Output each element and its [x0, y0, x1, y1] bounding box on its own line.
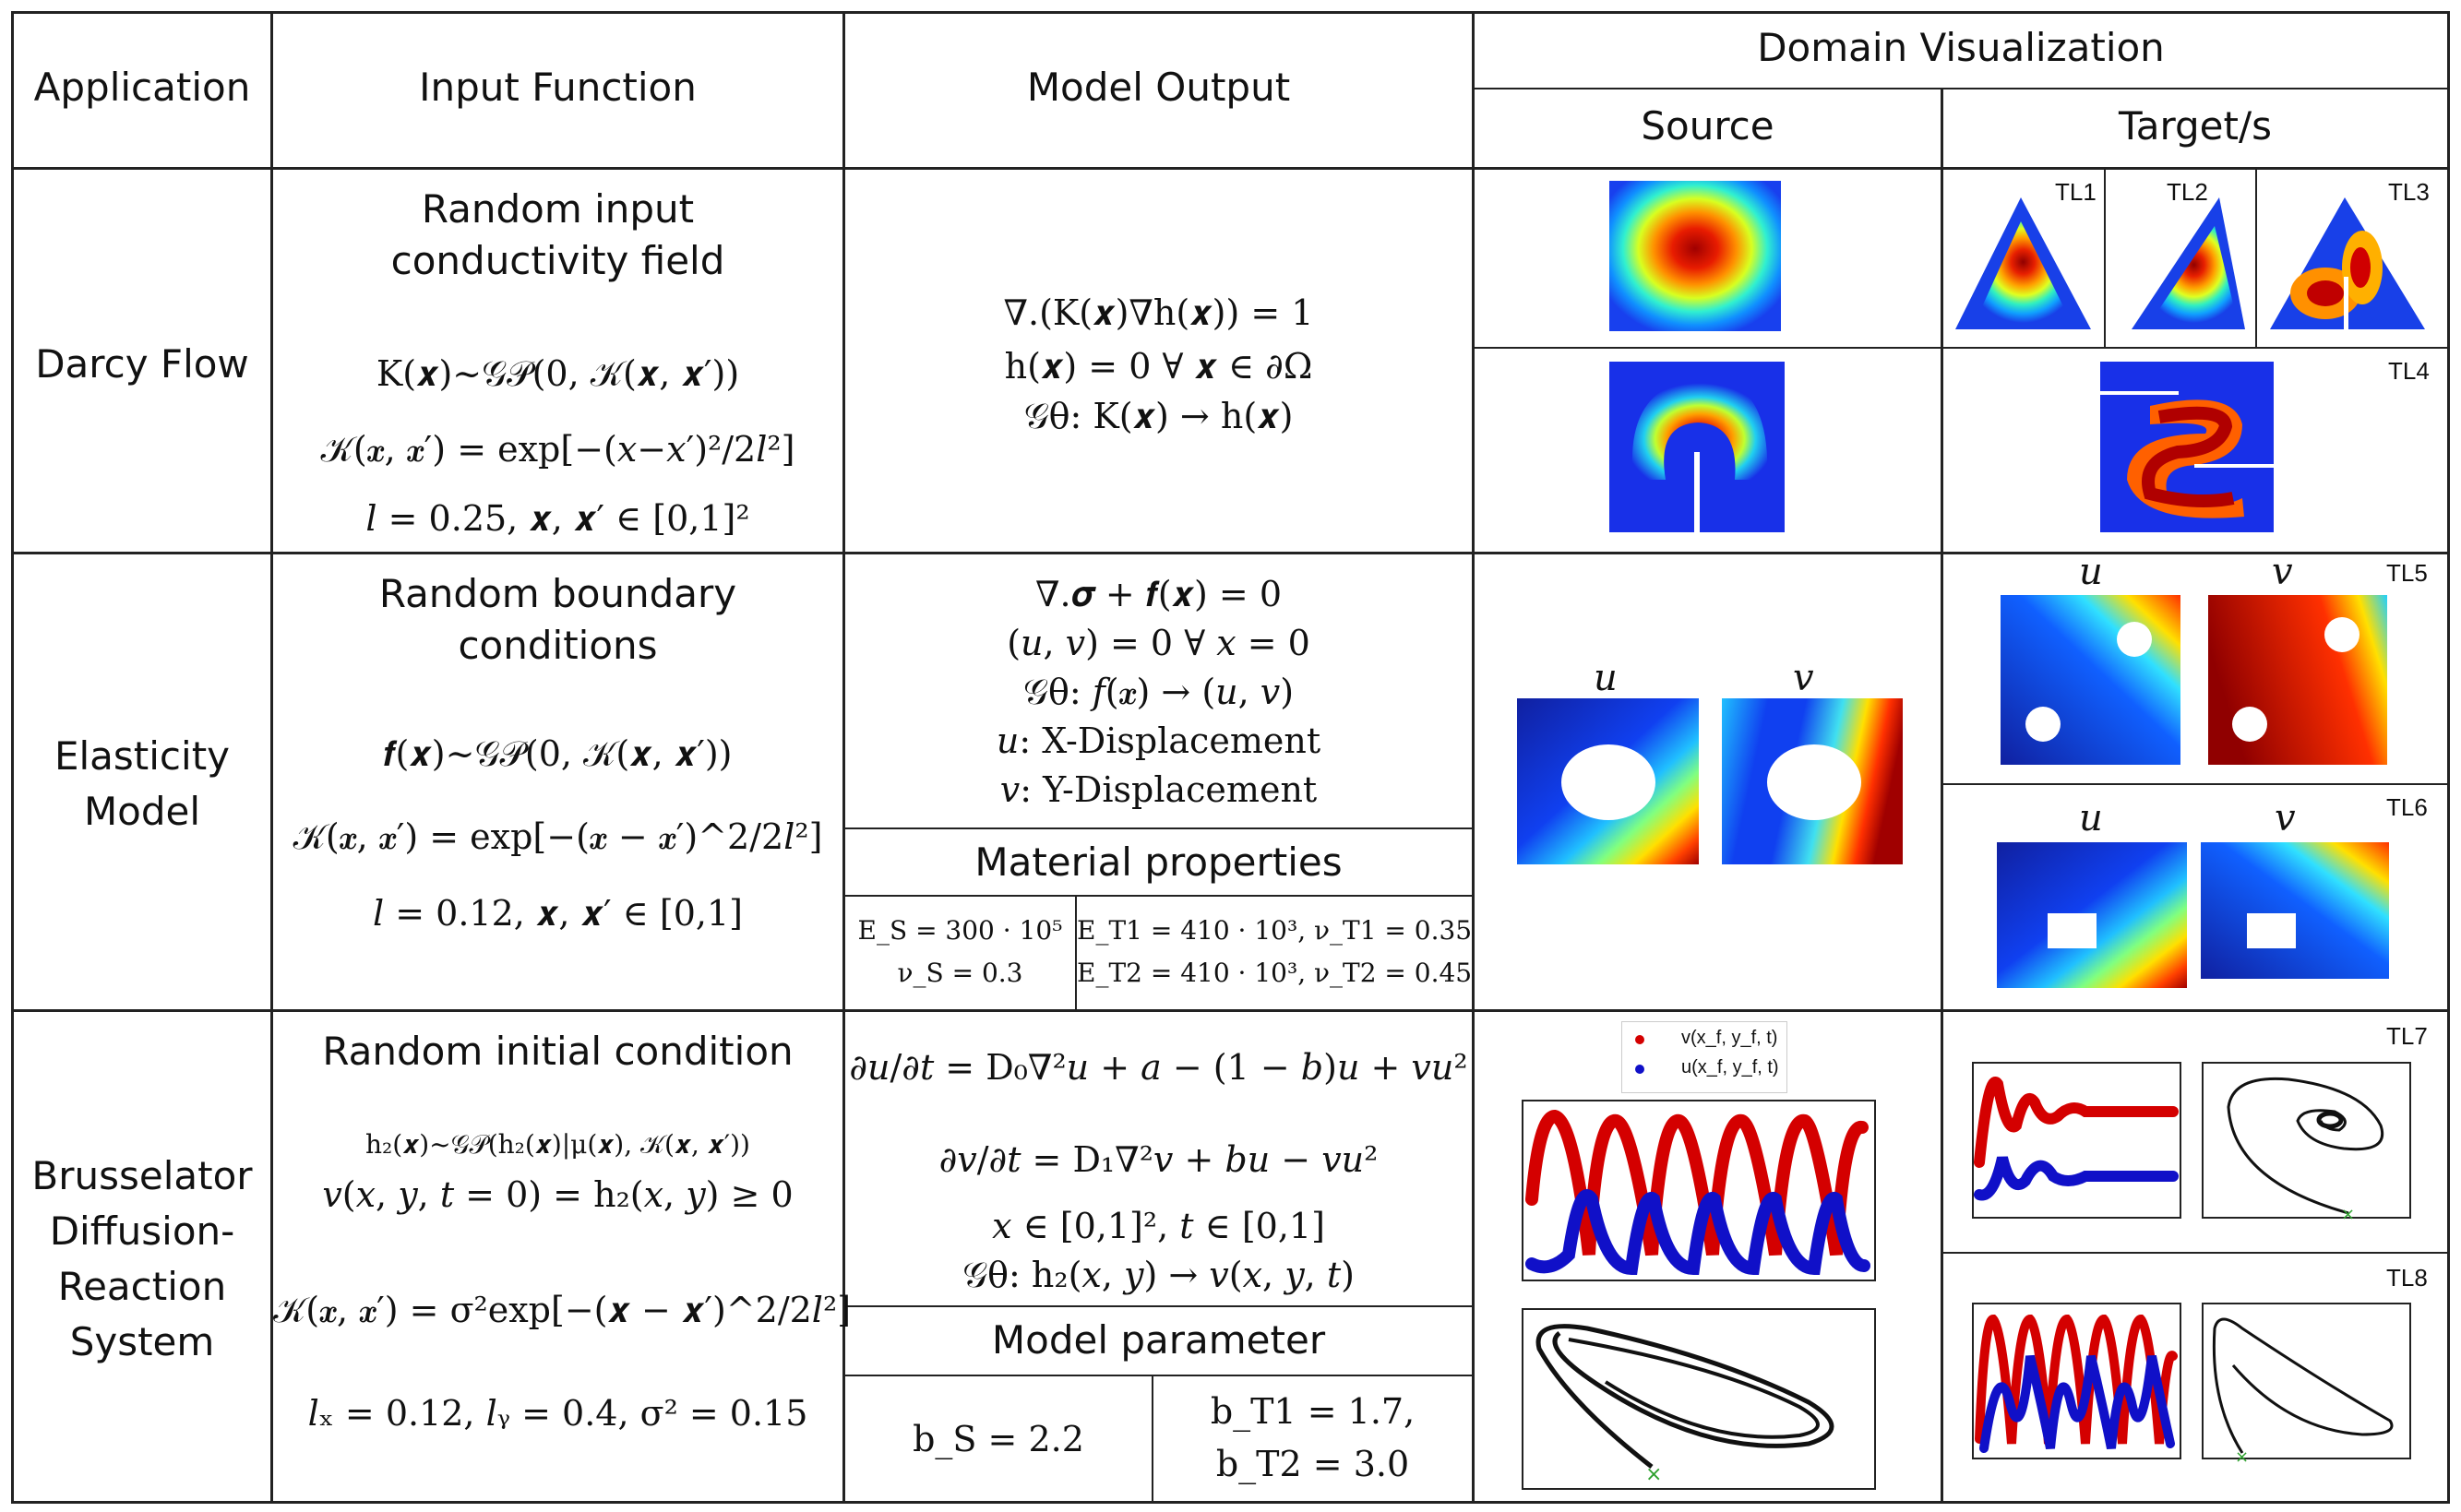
row-name-brusselator-4: System [69, 1319, 215, 1364]
brusselator-output-domain: 𝑥 ∈ [0,1]², 𝑡 ∈ [0,1] [992, 1206, 1325, 1246]
header-model-output: Model Output [1026, 65, 1291, 110]
tl6-v-label: v [2275, 797, 2296, 839]
header-input-function: Input Function [419, 65, 697, 110]
tl3-label: TL3 [2388, 178, 2430, 206]
tl5-label: TL5 [2386, 559, 2428, 587]
tl7-label: TL7 [2386, 1022, 2428, 1050]
elasticity-input-eq-gp: 𝒇(𝒙)~𝒢𝒫(0, 𝒦(𝒙, 𝒙′)) [383, 733, 733, 774]
elasticity-output-eq-bc: (𝑢, 𝑣) = 0 ∀ 𝑥 = 0 [1007, 623, 1310, 663]
model-parameter-title: Model parameter [991, 1317, 1326, 1363]
elasticity-output-y-disp: 𝑣: Y-Displacement [999, 769, 1318, 810]
param-target-1: b_T1 = 1.7, [1210, 1391, 1416, 1432]
brusselator-input-eq-lengthscale: 𝑙ₓ = 0.12, 𝑙ᵧ = 0.4, σ² = 0.15 [307, 1393, 808, 1434]
darcy-input-title-1: Random input [421, 186, 695, 232]
brusselator-output-operator: 𝒢θ: h₂(𝑥, 𝑦) → 𝑣(𝑥, 𝑦, 𝑡) [962, 1255, 1355, 1295]
tl8-timeseries-frame [1972, 1303, 2181, 1459]
darcy-input-title-2: conductivity field [390, 238, 725, 283]
source-u-series [1525, 1189, 1870, 1276]
row-name-brusselator-3: Reaction [57, 1264, 227, 1309]
source-v-series [1525, 1109, 1869, 1256]
source-u-label: u [1594, 657, 1618, 699]
source-phase-curve [1535, 1324, 1834, 1469]
tl7-phase-start-marker: × [2341, 1205, 2355, 1224]
header-targets: Target/s [2119, 103, 2272, 149]
darcy-input-eq-gp: K(𝒙)~𝒢𝒫(0, 𝒦(𝒙, 𝒙′)) [376, 353, 740, 394]
header-domain-visualization: Domain Visualization [1757, 25, 2165, 70]
legend-dot-u [1635, 1065, 1644, 1074]
tl8-phase-frame [2202, 1303, 2411, 1459]
tl8-phase-curve [2212, 1317, 2394, 1454]
tl7-u-series [1974, 1156, 2179, 1201]
elasticity-input-title-2: conditions [458, 623, 658, 668]
elasticity-output-eq-operator: 𝒢θ: 𝑓(𝒙) → (𝑢, 𝑣) [1022, 672, 1295, 712]
brusselator-input-eq-gp: h₂(𝒙)~𝒢𝒫(h₂(𝒙)|μ(𝒙), 𝒦(𝒙, 𝒙′)) [365, 1129, 750, 1160]
row-name-elasticity-2: Model [83, 789, 201, 834]
brusselator-input-eq-kernel: 𝒦(𝒙, 𝒙′) = σ²exp[−(𝒙 − 𝒙′)^2/2𝑙²] [273, 1290, 852, 1330]
material-target-2: E_T2 = 410 · 10³, ν_T2 = 0.45 [1077, 958, 1473, 988]
tl7-v-series [1974, 1077, 2179, 1168]
brusselator-input-eq-ic: 𝑣(𝑥, 𝑦, 𝑡 = 0) = h₂(𝑥, 𝑦) ≥ 0 [322, 1174, 794, 1215]
brusselator-output-eq-u: ∂𝑢/∂𝑡 = D₀∇²𝑢 + 𝑎 − (1 − 𝑏)𝑢 + 𝑣𝑢² [849, 1047, 1468, 1088]
tl6-v [2201, 842, 2389, 979]
param-source: b_S = 2.2 [913, 1419, 1084, 1459]
darcy-input-eq-kernel: 𝒦(𝒙, 𝒙′) = exp[−(𝑥−𝑥′)²/2𝑙²] [320, 429, 795, 470]
darcy-input-eq-lengthscale: 𝑙 = 0.25, 𝒙, 𝒙′ ∈ [0,1]² [365, 498, 750, 539]
row-name-brusselator-2: Diffusion- [49, 1208, 235, 1254]
tl4-label: TL4 [2388, 357, 2430, 385]
tl8-u-series [1979, 1354, 2175, 1453]
tl7-timeseries-frame [1972, 1062, 2181, 1219]
tl5-v-label: v [2272, 551, 2293, 593]
elasticity-input-title-1: Random boundary [378, 571, 737, 616]
param-target-2: b_T2 = 3.0 [1215, 1444, 1410, 1484]
darcy-output-eq-bc: h(𝒙) = 0 ∀ 𝒙 ∈ ∂Ω [1004, 346, 1313, 387]
source-phase-start-marker: × [1645, 1463, 1662, 1486]
darcy-source-heatmap [1609, 181, 1781, 331]
legend-label-u: u(x_f, y_f, t) [1681, 1057, 1779, 1077]
tl3-heatmap [2344, 277, 2348, 329]
header-source: Source [1641, 103, 1774, 149]
darcy-output-eq-pde: ∇.(K(𝒙)∇h(𝒙)) = 1 [1003, 292, 1314, 333]
tl8-label: TL8 [2386, 1264, 2428, 1292]
row-name-brusselator-1: Brusselator [31, 1153, 253, 1198]
legend-label-v: v(x_f, y_f, t) [1681, 1028, 1778, 1048]
tl7-phase-curve [2227, 1077, 2383, 1215]
source-phase-frame [1522, 1308, 1876, 1490]
legend-dot-v [1635, 1035, 1644, 1044]
material-source-e: E_S = 300 · 10⁵ [857, 915, 1063, 946]
tl1-heatmap [1975, 221, 2072, 323]
tl8-v-series [1975, 1314, 2178, 1445]
tl8-phase-start-marker: × [2235, 1447, 2249, 1467]
brusselator-output-eq-v: ∂𝑣/∂𝑡 = D₁∇²𝑣 + 𝑏𝑢 − 𝑣𝑢² [938, 1139, 1379, 1180]
elasticity-output-x-disp: 𝑢: X-Displacement [996, 720, 1321, 761]
brusselator-legend: v(x_f, y_f, t) u(x_f, y_f, t) [1621, 1021, 1787, 1093]
elasticity-output-eq-pde: ∇.𝝈 + 𝒇(𝒙) = 0 [1034, 574, 1283, 614]
darcy-output-eq-operator: 𝒢θ: K(𝒙) → h(𝒙) [1023, 396, 1294, 436]
material-properties-title: Material properties [974, 839, 1343, 885]
darcy-source2-heatmap [1631, 377, 1768, 480]
material-source-nu: ν_S = 0.3 [897, 958, 1023, 988]
source-v-label: v [1793, 657, 1814, 699]
row-name-darcy: Darcy Flow [35, 341, 249, 387]
elasticity-input-eq-kernel: 𝒦(𝒙, 𝒙′) = exp[−(𝒙 − 𝒙′)^2/2𝑙²] [293, 816, 823, 857]
tl6-u-label: u [2079, 797, 2103, 839]
tl1-label: TL1 [2055, 178, 2097, 206]
brusselator-input-title: Random initial condition [322, 1029, 794, 1074]
row-name-elasticity-1: Elasticity [54, 733, 231, 779]
tl5-u-label: u [2079, 551, 2103, 593]
elasticity-input-eq-lengthscale: 𝑙 = 0.12, 𝒙, 𝒙′ ∈ [0,1] [373, 893, 743, 934]
header-application: Application [33, 65, 251, 110]
tl7-phase-frame [2202, 1062, 2411, 1219]
tl6-label: TL6 [2386, 793, 2428, 821]
material-target-1: E_T1 = 410 · 10³, ν_T1 = 0.35 [1077, 915, 1473, 946]
source-timeseries-frame [1522, 1100, 1876, 1281]
tl2-label: TL2 [2167, 178, 2208, 206]
tl2-heatmap [2150, 226, 2238, 323]
